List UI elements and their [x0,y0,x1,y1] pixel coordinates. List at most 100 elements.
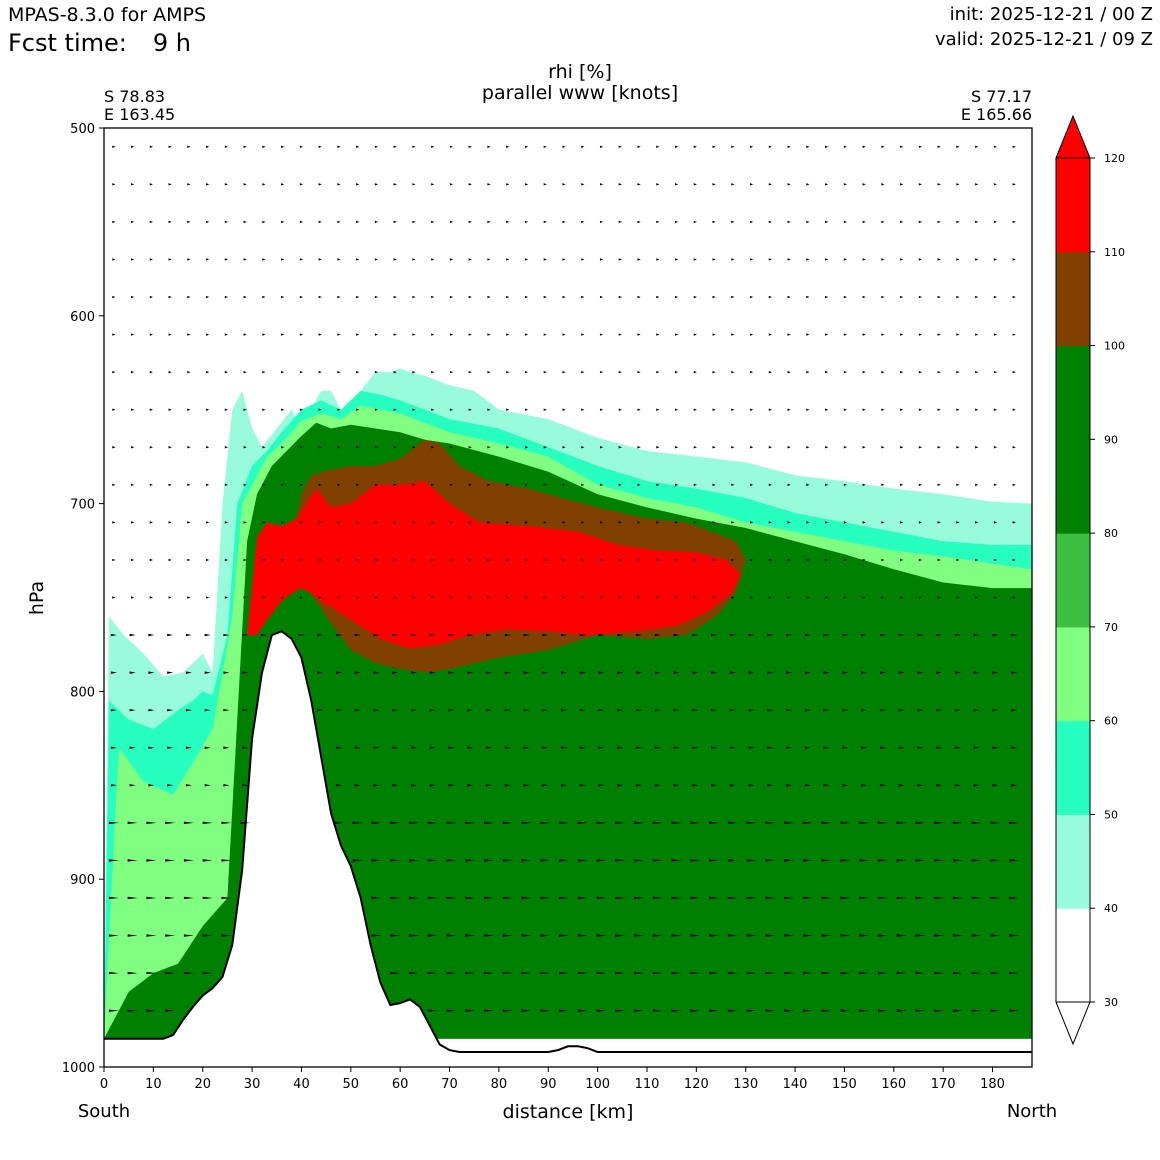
wind-vector [129,633,136,637]
wind-vector [1012,446,1016,449]
wind-vector [448,784,455,787]
wind-vector [637,446,641,449]
wind-vector [318,333,322,336]
wind-vector [408,971,419,975]
wind-vector [918,596,923,599]
wind-vector [599,258,604,261]
wind-vector [825,483,829,487]
wind-vector [918,370,923,374]
wind-vector [243,521,247,524]
wind-vector [823,633,830,637]
wind-vector [862,483,866,487]
wind-vector [881,521,885,524]
wind-vector [843,483,848,487]
wind-vector [787,558,791,562]
wind-vector [559,934,570,937]
wind-vector [934,1009,945,1012]
wind-vector [618,295,622,299]
wind-vector [412,558,416,562]
wind-vector [971,934,982,937]
wind-vector [206,220,210,224]
wind-vector [521,859,532,862]
colorbar-segment [1056,626,1090,722]
wind-vector [637,295,641,299]
wind-vector [731,521,735,524]
wind-vector [618,145,622,148]
wind-vector [243,295,247,299]
wind-vector [299,483,304,487]
wind-vector [862,446,866,449]
wind-vector [390,971,401,975]
wind-vector [224,333,229,336]
wind-vector [317,708,324,712]
wind-vector [768,596,772,599]
wind-vector [731,258,735,261]
wind-vector [674,183,679,186]
wind-vector [131,558,135,562]
wind-vector [881,558,885,562]
wind-vector [746,821,757,825]
wind-vector [374,220,379,224]
wind-vector [524,220,529,224]
wind-vector [636,708,643,712]
wind-vector [502,896,513,900]
wind-vector [843,370,848,374]
x-tick-label: 120 [684,1077,709,1092]
wind-vector [543,183,547,186]
wind-vector [168,558,172,562]
wind-vector [843,333,848,336]
wind-vector [223,708,230,712]
wind-vector [993,446,998,449]
wind-vector [652,896,663,900]
wind-vector [881,145,885,148]
wind-vector [149,333,153,336]
wind-vector [936,671,943,674]
wind-vector [898,633,905,637]
wind-vector [993,258,998,261]
wind-vector [861,708,868,712]
wind-vector [674,145,679,148]
wind-vector [131,446,135,449]
wind-vector [243,408,247,411]
wind-vector [768,145,772,148]
wind-vector [956,483,960,487]
wind-vector [187,183,191,186]
wind-vector [709,971,720,975]
wind-vector [167,633,174,637]
wind-vector [204,784,211,787]
wind-vector [412,145,416,148]
wind-vector [674,596,679,599]
wind-vector [206,295,210,299]
x-tick-label: 70 [441,1077,458,1092]
left-lon: E 163.45 [104,105,176,124]
wind-vector [768,558,772,562]
wind-vector [581,183,585,186]
wind-vector [167,708,174,712]
wind-vector [918,408,923,411]
colorbar-tick-label: 80 [1104,527,1118,540]
wind-vector [843,145,848,148]
wind-vector [599,446,604,449]
wind-vector [825,183,829,186]
wind-vector [693,446,697,449]
wind-vector [393,596,397,599]
wind-vector [374,596,379,599]
wind-vector [784,859,795,862]
wind-vector [148,784,155,787]
wind-vector [806,596,810,599]
wind-vector [806,446,810,449]
wind-vector [727,821,738,825]
wind-vector [618,408,622,411]
wind-vector [299,145,304,148]
x-tick-label: 50 [343,1077,360,1092]
wind-vector [465,859,476,862]
wind-vector [429,633,436,637]
wind-vector [112,558,116,562]
wind-vector [615,896,626,900]
wind-vector [579,784,586,787]
right-lon: E 165.66 [960,105,1032,124]
wind-vector [429,784,436,787]
wind-vector [337,446,341,449]
wind-vector [299,333,304,336]
wind-vector [108,934,119,937]
